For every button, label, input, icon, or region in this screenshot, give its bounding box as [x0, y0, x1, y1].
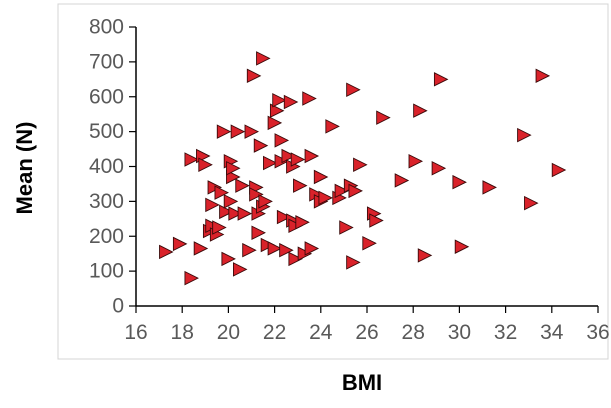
- y-tick-label: 800: [89, 16, 124, 39]
- data-point: [228, 206, 243, 221]
- y-tick-label: 500: [89, 120, 124, 143]
- data-point: [276, 209, 292, 225]
- data-point: [272, 93, 287, 108]
- data-point: [431, 161, 447, 176]
- x-tick-label: 16: [124, 321, 147, 344]
- data-point: [318, 190, 333, 206]
- data-point: [394, 173, 410, 188]
- data-point: [214, 185, 229, 200]
- data-point: [408, 154, 424, 169]
- x-tick-label: 20: [217, 321, 240, 344]
- data-point: [517, 127, 532, 143]
- data-point: [269, 103, 285, 118]
- x-tick-label: 34: [540, 321, 564, 344]
- data-point: [205, 197, 220, 213]
- data-point: [184, 152, 199, 167]
- data-point: [281, 148, 296, 164]
- x-tick-label: 30: [448, 321, 471, 344]
- y-tick-label: 200: [89, 225, 124, 248]
- data-point: [452, 174, 467, 190]
- data-point: [348, 183, 363, 199]
- data-point: [304, 148, 320, 164]
- data-point: [304, 241, 320, 256]
- data-point: [346, 255, 361, 270]
- x-tick-label: 36: [586, 321, 609, 344]
- data-point: [249, 187, 264, 202]
- data-point: [369, 213, 384, 228]
- data-point: [482, 180, 497, 195]
- data-point: [274, 133, 290, 148]
- y-tick-label: 0: [112, 295, 124, 318]
- data-point: [362, 235, 377, 251]
- data-point: [223, 194, 239, 209]
- data-point: [226, 169, 241, 185]
- x-tick-label: 22: [263, 321, 286, 344]
- y-tick-label: 100: [89, 260, 124, 283]
- data-point: [235, 178, 250, 193]
- data-point: [353, 157, 368, 172]
- axes: 0 100 200 300 400 500 600 700 800 16 18 20 22 24 26 28 3…: [89, 16, 610, 345]
- data-point: [230, 124, 246, 139]
- x-tick-label: 26: [355, 321, 378, 344]
- data-point: [242, 242, 257, 258]
- data-point: [226, 161, 241, 176]
- y-tick-label: 400: [89, 155, 124, 178]
- data-point: [302, 91, 317, 106]
- data-point: [267, 241, 283, 256]
- x-tick-label: 28: [402, 321, 425, 344]
- data-points: [159, 51, 567, 286]
- data-point: [233, 262, 248, 277]
- data-point: [524, 195, 539, 211]
- data-point: [267, 115, 283, 131]
- data-point: [193, 241, 209, 256]
- data-point: [535, 68, 551, 84]
- data-point: [263, 155, 278, 171]
- data-point: [551, 162, 567, 178]
- data-point: [184, 270, 199, 286]
- data-point: [454, 239, 470, 254]
- data-point: [346, 82, 361, 98]
- data-point: [237, 206, 253, 221]
- y-tick-label: 700: [89, 50, 124, 73]
- y-axis-title: Mean (N): [12, 122, 37, 215]
- data-point: [288, 251, 303, 267]
- data-point: [219, 204, 234, 220]
- data-point: [212, 220, 227, 235]
- x-tick-label: 32: [494, 321, 517, 344]
- data-point: [279, 242, 294, 258]
- data-point: [253, 138, 269, 153]
- data-point: [172, 236, 188, 252]
- data-point: [246, 68, 262, 84]
- data-point: [325, 119, 340, 134]
- data-point: [159, 244, 174, 260]
- data-point: [417, 248, 433, 263]
- data-point: [339, 220, 354, 235]
- data-point: [221, 251, 236, 267]
- data-point: [198, 157, 213, 172]
- data-point: [295, 215, 310, 230]
- data-point: [334, 183, 350, 199]
- data-point: [413, 103, 428, 118]
- data-point: [251, 225, 266, 240]
- data-point: [293, 178, 308, 193]
- data-point: [216, 124, 232, 139]
- data-point: [244, 124, 260, 139]
- y-tick-label: 600: [89, 85, 124, 108]
- data-point: [256, 51, 271, 66]
- data-point: [376, 110, 391, 125]
- chart-frame: [57, 3, 609, 360]
- data-point: [313, 169, 329, 185]
- data-point: [433, 72, 449, 87]
- x-tick-label: 18: [171, 321, 194, 344]
- data-point: [258, 194, 273, 209]
- data-point: [283, 94, 299, 110]
- x-tick-label: 24: [309, 321, 333, 344]
- data-point: [290, 152, 306, 167]
- x-axis-title: BMI: [342, 370, 382, 395]
- y-tick-label: 300: [89, 190, 124, 213]
